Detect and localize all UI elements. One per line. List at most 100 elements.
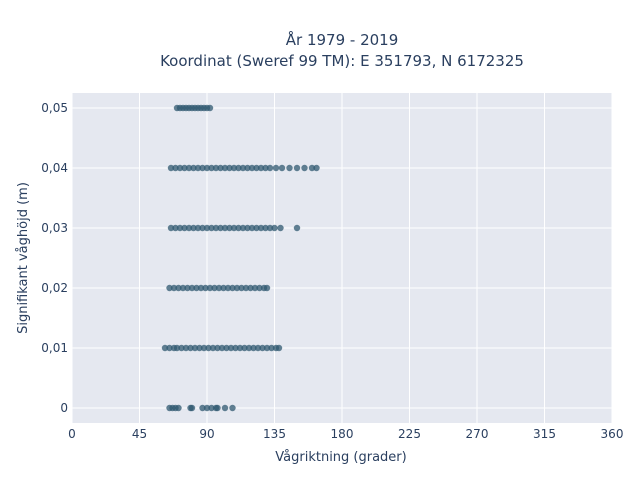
grid-lines [71,93,613,423]
data-point [251,284,259,292]
data-point [235,224,242,232]
data-point [184,284,191,292]
x-axis-title: Vågriktning (grader) [275,450,406,465]
data-point [293,164,301,172]
data-point [293,224,301,232]
data-point [194,164,202,172]
x-tick-label: 90 [199,427,214,441]
data-point [188,284,196,292]
data-point [257,164,265,172]
data-point [182,344,190,352]
data-point [181,164,188,172]
data-point [253,164,260,172]
data-point [226,224,233,232]
data-point [199,224,206,232]
x-tick-label: 225 [398,427,421,441]
x-tick-label: 0 [68,427,76,441]
data-point [179,284,187,292]
data-point [262,224,269,232]
y-tick-label: 0,05 [41,101,68,115]
x-tick-label: 360 [601,427,624,441]
x-tick-label: 45 [132,427,147,441]
data-point [188,404,196,412]
data-point [245,344,253,352]
x-tick-label: 270 [466,427,489,441]
data-point [172,224,179,232]
data-point [244,224,251,232]
data-point [181,224,188,232]
data-point [208,224,215,232]
data-point [191,344,199,352]
data-point [199,164,206,172]
y-axis-ticks: 0 0,01 0,02 0,03 0,04 0,05 [41,101,68,415]
data-point [172,164,179,172]
data-point [233,284,241,292]
data-point [254,344,262,352]
data-point [214,344,221,352]
data-point [235,164,242,172]
data-point [224,284,232,292]
data-point [259,344,266,352]
data-point [202,284,209,292]
data-point [266,224,274,232]
data-point [178,344,185,352]
data-point [230,224,238,232]
data-point [227,344,235,352]
y-tick-label: 0,04 [41,161,68,175]
data-point [220,284,227,292]
data-point [217,164,224,172]
data-point [229,284,236,292]
data-point [221,404,229,412]
data-point [175,284,182,292]
data-point [278,164,286,172]
data-point [242,284,250,292]
data-point [238,284,245,292]
data-point [175,404,182,412]
data-point [203,164,211,172]
data-point [221,224,229,232]
data-point [256,284,263,292]
data-point [166,284,173,292]
data-point [176,224,184,232]
data-points [161,104,320,412]
data-point [193,284,200,292]
data-point [250,344,257,352]
data-point [230,164,238,172]
data-point [197,284,205,292]
data-point [190,224,197,232]
data-point [239,164,247,172]
data-point [185,164,193,172]
data-point [301,164,308,172]
data-point [167,164,175,172]
data-point [236,344,244,352]
data-point [232,344,239,352]
data-point [161,344,169,352]
data-point [223,344,230,352]
data-point [218,344,226,352]
x-tick-label: 135 [263,427,286,441]
data-point [217,224,224,232]
x-tick-label: 180 [331,427,354,441]
data-point [208,164,215,172]
data-point [203,404,211,412]
data-point [257,224,265,232]
data-point [308,164,316,172]
data-point [286,164,293,172]
data-point [203,224,211,232]
y-tick-label: 0,02 [41,281,68,295]
data-point [205,344,212,352]
data-point [173,344,181,352]
data-point [176,164,184,172]
data-point [263,344,271,352]
data-point [209,344,217,352]
data-point [212,164,220,172]
y-tick-label: 0,03 [41,221,68,235]
data-point [166,344,173,352]
data-point [239,224,247,232]
data-point [206,284,214,292]
y-tick-label: 0,01 [41,341,68,355]
data-point [212,224,220,232]
data-point [241,344,248,352]
y-axis-title: Signifikant våghöjd (m) [16,182,31,334]
